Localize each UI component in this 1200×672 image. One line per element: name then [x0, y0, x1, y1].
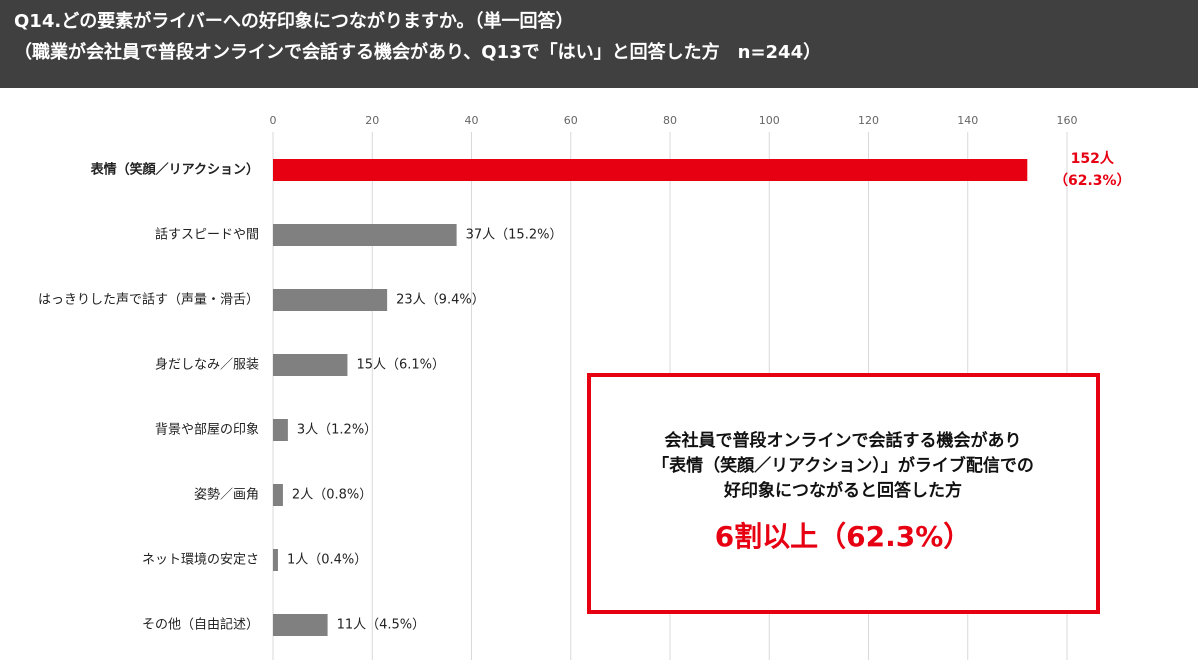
y-tick-label: 背景や部屋の印象	[155, 423, 259, 438]
chart-subtitle: （職業が会社員で普段オンラインで会話する機会があり、Q13で「はい」と回答した方…	[14, 41, 821, 63]
x-tick-label: 100	[759, 114, 780, 127]
callout-text: 「表情（笑顔／リアクション）」がライブ配信での	[652, 455, 1034, 476]
callout-highlight: 6割以上（62.3%）	[715, 520, 972, 553]
value-label: 3人（1.2%）	[297, 423, 377, 438]
value-label: 23人（9.4%）	[396, 293, 485, 308]
bar	[273, 289, 388, 311]
y-tick-label: はっきりした声で話す（声量・滑舌）	[38, 292, 259, 308]
y-tick-label: ネット環境の安定さ	[142, 553, 259, 568]
x-tick-label: 120	[858, 114, 879, 127]
bar	[273, 484, 283, 506]
y-tick-label: 表情（笑顔／リアクション）	[90, 162, 259, 178]
chart-title: Q14.どの要素がライバーへの好印象につながりますか。（単一回答）	[14, 10, 573, 32]
y-tick-label: 話すスピードや間	[155, 227, 259, 243]
bar	[273, 549, 278, 571]
callout-box	[587, 373, 1100, 614]
x-tick-label: 80	[663, 114, 677, 127]
value-label: 37人（15.2%）	[466, 228, 563, 243]
x-tick-label: 140	[957, 114, 978, 127]
y-tick-label: その他（自由記述）	[142, 617, 259, 633]
value-label: 2人（0.8%）	[292, 488, 372, 503]
value-label: 11人（4.5%）	[337, 618, 426, 633]
y-tick-label: 姿勢／画角	[194, 487, 259, 503]
callout-text: 会社員で普段オンラインで会話する機会があり	[665, 430, 1022, 451]
x-tick-label: 20	[365, 114, 379, 127]
value-label: 15人（6.1%）	[356, 358, 445, 373]
bar	[273, 224, 457, 246]
bar	[273, 354, 348, 376]
y-tick-label: 身だしなみ／服装	[155, 357, 259, 373]
value-label: 1人（0.4%）	[287, 553, 367, 568]
x-tick-label: 40	[465, 114, 479, 127]
value-label: 152人（62.3%）	[1054, 151, 1131, 189]
x-tick-label: 0	[270, 114, 277, 127]
bar	[273, 419, 288, 441]
header-bg	[0, 0, 1198, 88]
callout-text: 好印象につながると回答した方	[723, 480, 962, 501]
bar	[273, 159, 1028, 181]
bar	[273, 614, 328, 636]
x-tick-label: 160	[1057, 114, 1078, 127]
x-tick-label: 60	[564, 114, 578, 127]
